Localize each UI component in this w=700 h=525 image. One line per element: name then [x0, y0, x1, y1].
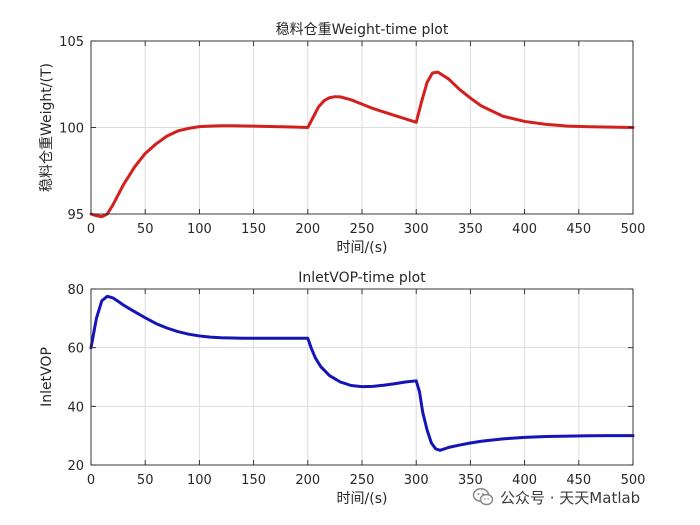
inletvop-x-tick-label: 400 [512, 473, 537, 488]
inletvop-x-tick-label: 150 [241, 473, 266, 488]
inletvop-x-tick-label: 350 [458, 473, 483, 488]
inletvop-y-tick-label: 40 [67, 400, 84, 415]
weight-x-tick-label: 500 [621, 222, 646, 237]
inletvop-x-tick-label: 100 [187, 473, 212, 488]
weight-y-tick-label: 105 [59, 35, 84, 50]
weight-x-tick-label: 300 [404, 222, 429, 237]
weight-x-tick-label: 150 [241, 222, 266, 237]
weight-y-tick-label: 95 [67, 208, 84, 223]
weight-x-tick-label: 250 [350, 222, 375, 237]
inletvop-series-line [89, 294, 635, 452]
watermark-text: 公众号 · 天天Matlab [500, 488, 641, 507]
inletvop-x-tick-label: 250 [350, 473, 375, 488]
weight-x-tick-label: 350 [458, 222, 483, 237]
weight-series-line [89, 70, 635, 219]
weight-x-axis-label: 时间/(s) [337, 240, 388, 256]
weight-chart: 0 50 100 150 200 250 300 350 400 450 500 95 100 105 稳料… [39, 22, 645, 256]
weight-chart-title: 稳料仓重Weight-time plot [276, 22, 449, 38]
weight-y-tick-label: 100 [59, 122, 84, 137]
wechat-icon [472, 488, 494, 506]
inletvop-x-tick-label: 50 [137, 473, 154, 488]
inletvop-x-axis-label: 时间/(s) [337, 491, 388, 507]
inletvop-chart-title: InletVOP-time plot [298, 270, 426, 286]
weight-x-tick-label: 50 [137, 222, 154, 237]
inletvop-x-tick-label: 500 [621, 473, 646, 488]
inletvop-x-tick-label: 200 [295, 473, 320, 488]
weight-x-tick-label: 450 [566, 222, 591, 237]
weight-x-tick-label: 0 [87, 222, 95, 237]
inletvop-y-tick-label: 20 [67, 459, 84, 474]
inletvop-y-tick-label: 60 [67, 342, 84, 357]
inletvop-x-tick-label: 0 [87, 473, 95, 488]
weight-x-tick-label: 200 [295, 222, 320, 237]
inletvop-y-tick-label: 80 [67, 283, 84, 298]
inletvop-x-tick-label: 300 [404, 473, 429, 488]
weight-x-tick-label: 100 [187, 222, 212, 237]
weight-y-axis-label: 稳料仓重Weight/(T) [39, 63, 55, 192]
inletvop-chart: 0 50 100 150 200 250 300 350 400 450 500 20 40 60 80 In… [39, 270, 645, 507]
weight-x-tick-label: 400 [512, 222, 537, 237]
inletvop-y-axis-label: InletVOP [39, 347, 55, 407]
watermark: 公众号 · 天天Matlab [472, 484, 640, 510]
inletvop-x-tick-label: 450 [566, 473, 591, 488]
